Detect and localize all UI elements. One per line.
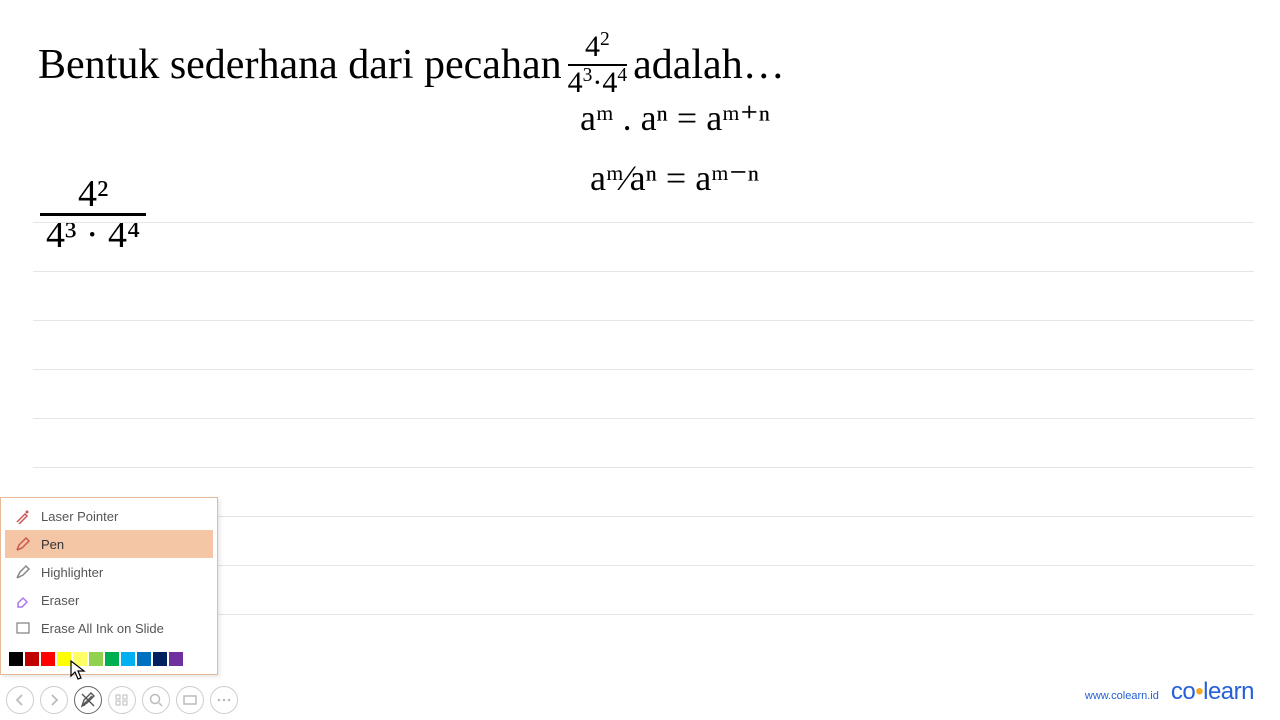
menu-item-eraser[interactable]: Eraser — [5, 586, 213, 614]
highlighter-icon — [15, 564, 31, 580]
next-slide-button[interactable] — [40, 686, 68, 714]
handwriting-rule-product: aᵐ . aⁿ = aᵐ⁺ⁿ — [580, 100, 770, 136]
eraser-icon — [15, 592, 31, 608]
pen-tool-menu: Laser Pointer Pen Highlighter Eraser Erase A… — [0, 497, 218, 675]
more-options-button[interactable] — [210, 686, 238, 714]
color-swatch[interactable] — [89, 652, 103, 666]
menu-item-label: Erase All Ink on Slide — [41, 621, 164, 636]
fraction-denominator: 43·44 — [568, 64, 628, 98]
presenter-view-button[interactable] — [176, 686, 204, 714]
menu-item-laser-pointer[interactable]: Laser Pointer — [5, 502, 213, 530]
menu-item-highlighter[interactable]: Highlighter — [5, 558, 213, 586]
color-palette-row — [1, 646, 217, 674]
footer-logo: co•learn — [1171, 678, 1254, 706]
menu-item-erase-all-ink-on-slide[interactable]: Erase All Ink on Slide — [5, 614, 213, 642]
footer-url: www.colearn.id — [1085, 690, 1159, 702]
handwriting-rule-quotient: aᵐ⁄aⁿ = aᵐ⁻ⁿ — [590, 160, 759, 196]
slideshow-controls — [6, 686, 238, 714]
color-swatch[interactable] — [153, 652, 167, 666]
color-swatch[interactable] — [169, 652, 183, 666]
color-swatch[interactable] — [105, 652, 119, 666]
menu-item-label: Highlighter — [41, 565, 103, 580]
see-all-slides-button[interactable] — [108, 686, 136, 714]
color-swatch[interactable] — [73, 652, 87, 666]
working-numerator: 4² — [64, 175, 122, 213]
laser-pointer-icon — [15, 508, 31, 524]
menu-item-label: Laser Pointer — [41, 509, 118, 524]
question-text: Bentuk sederhana dari pecahan 42 43·44 a… — [38, 32, 785, 98]
color-swatch[interactable] — [41, 652, 55, 666]
erase-all-ink-on-slide-icon — [15, 620, 31, 636]
question-after: adalah… — [633, 41, 785, 89]
zoom-button[interactable] — [142, 686, 170, 714]
menu-item-label: Pen — [41, 537, 64, 552]
fraction-numerator: 42 — [585, 32, 610, 64]
color-swatch[interactable] — [121, 652, 135, 666]
pen-icon — [15, 536, 31, 552]
question-fraction: 42 43·44 — [568, 32, 628, 98]
footer-brand: www.colearn.id co•learn — [1085, 678, 1254, 706]
color-swatch[interactable] — [57, 652, 71, 666]
pen-tool-button[interactable] — [74, 686, 102, 714]
menu-item-pen[interactable]: Pen — [5, 530, 213, 558]
menu-item-label: Eraser — [41, 593, 79, 608]
color-swatch[interactable] — [137, 652, 151, 666]
prev-slide-button[interactable] — [6, 686, 34, 714]
color-swatch[interactable] — [9, 652, 23, 666]
color-swatch[interactable] — [25, 652, 39, 666]
slide-canvas: Bentuk sederhana dari pecahan 42 43·44 a… — [0, 0, 1280, 720]
question-before: Bentuk sederhana dari pecahan — [38, 41, 562, 89]
